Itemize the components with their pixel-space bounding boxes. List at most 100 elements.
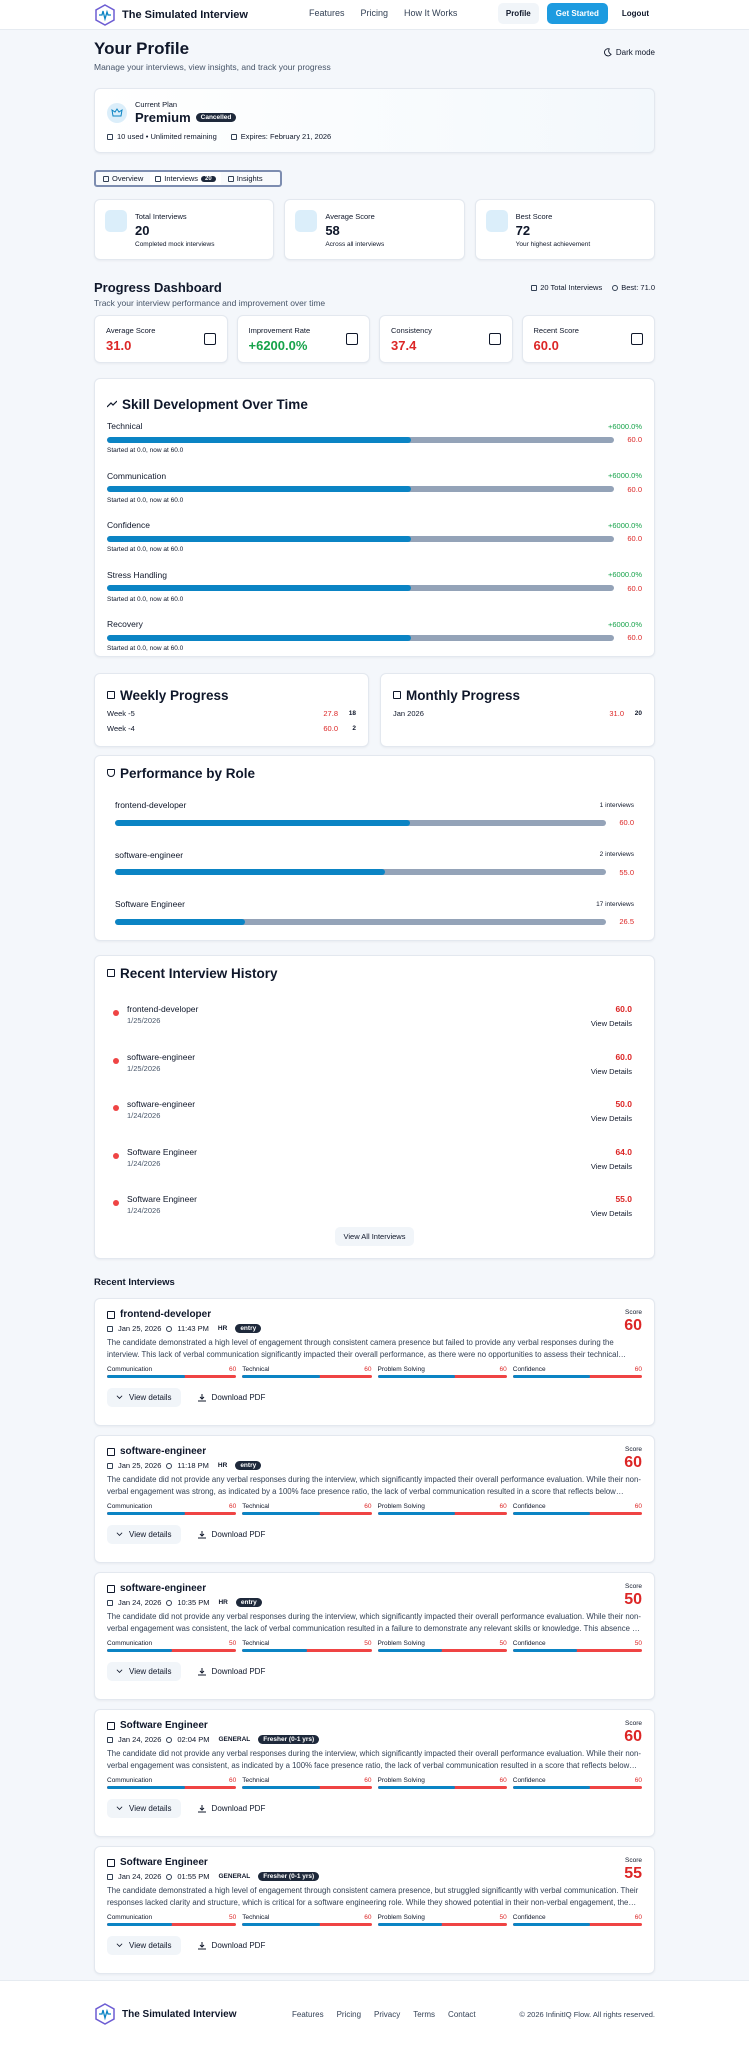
crown-icon [107, 102, 127, 123]
interview-level: Fresher (0-1 yrs) [258, 1872, 320, 1881]
dashboard-meta: 20 Total Interviews Best: 71.0 [531, 283, 655, 292]
skill-score: 60.0 [627, 534, 642, 543]
footer-link[interactable]: Privacy [374, 2010, 401, 2019]
view-details-label: View details [129, 1530, 172, 1539]
sub-score-row: Communication 50 [107, 1640, 236, 1647]
logout-button[interactable]: Logout [621, 9, 649, 18]
sub-score-row: Communication 50 [107, 1914, 236, 1921]
history-score: 60.0 [615, 1051, 632, 1062]
history-action[interactable]: View Details [590, 1209, 632, 1218]
sub-score-value: 60 [229, 1503, 237, 1510]
view-details-button[interactable]: View details [107, 1388, 181, 1407]
view-details-button[interactable]: View details [107, 1936, 181, 1955]
progress-fill [107, 486, 412, 492]
footer-link[interactable]: Features [292, 2010, 324, 2019]
icon [107, 1736, 113, 1743]
interview-role: Software Engineer [120, 1720, 208, 1731]
sub-score-label: Problem Solving [377, 1914, 425, 1921]
view-details-button[interactable]: View details [107, 1799, 181, 1818]
interview-actions: View details Download PDF [107, 1799, 642, 1818]
icon [107, 691, 115, 699]
metric-label: Average Score [106, 325, 156, 335]
interview-summary: The candidate demonstrated a high level … [107, 1886, 639, 1907]
nav-link[interactable]: How It Works [404, 8, 458, 18]
view-details-button[interactable]: View details [107, 1662, 181, 1681]
profile-header: Your Profile Manage your interviews, view… [94, 38, 655, 76]
icon [166, 1462, 173, 1469]
role-name: frontend-developer [115, 800, 187, 810]
history-action[interactable]: View Details [590, 1114, 632, 1123]
skill-item: Stress Handling +6000.0% 60.0 Started at 0.… [107, 568, 642, 618]
nav-link[interactable]: Features [309, 8, 345, 18]
sub-score: Technical 60 [242, 1503, 372, 1515]
interview-date: Jan 25, 2026 [118, 1324, 162, 1333]
skill-note: Started at 0.0, now at 60.0 [107, 595, 184, 603]
sub-score-label: Confidence [512, 1503, 546, 1510]
skill-bar-row: 60.0 [107, 534, 642, 543]
history-card: Recent Interview History frontend-develop… [94, 955, 655, 1259]
metrics: Average Score 31.0 Improvement Rate +6200.0… [94, 315, 655, 363]
expiry-text: Expires: February 21, 2026 [240, 132, 332, 141]
period-label: Jan 2026 [393, 709, 424, 718]
icon [485, 210, 508, 232]
sub-score-row: Technical 60 [242, 1777, 371, 1784]
progress-fill [512, 1649, 578, 1652]
best-text: Best: 71.0 [621, 283, 655, 292]
interview-head: frontend-developer Jan 25, 2026 11:43 PM HR… [107, 1309, 262, 1333]
footer-link[interactable]: Pricing [336, 2010, 362, 2019]
tab[interactable]: Overview [98, 172, 148, 185]
download-button[interactable]: Download PDF [189, 1936, 275, 1955]
dark-mode-toggle[interactable]: Dark mode [603, 48, 655, 57]
profile-button[interactable]: Profile [497, 3, 539, 24]
nav-actions: Profile Get Started Logout [497, 3, 655, 24]
sub-score: Problem Solving 60 [377, 1777, 507, 1789]
progress-fill [107, 585, 412, 591]
view-details-button[interactable]: View details [107, 1525, 181, 1544]
sub-score-row: Communication 60 [107, 1777, 236, 1784]
period-score: 27.8 [323, 709, 338, 718]
period-title: Monthly Progress [406, 687, 521, 703]
sub-score-label: Technical [242, 1777, 270, 1784]
sub-score-row: Confidence 60 [513, 1914, 642, 1921]
sub-score-value: 60 [634, 1777, 642, 1784]
view-all-button[interactable]: View All Interviews [334, 1227, 415, 1246]
history-action[interactable]: View Details [590, 1161, 632, 1171]
download-button[interactable]: Download PDF [189, 1525, 275, 1544]
sub-score-value: 60 [499, 1777, 507, 1784]
interview-role-row: Software Engineer [107, 1720, 319, 1731]
history-action[interactable]: View Details [590, 1019, 632, 1028]
progress-bar [512, 1923, 642, 1926]
download-button[interactable]: Download PDF [189, 1388, 275, 1407]
metric-label: Improvement Rate [248, 325, 311, 335]
page-title: Your Profile [94, 39, 190, 58]
interview-head: software-engineer Jan 25, 2026 11:18 PM HR e… [107, 1446, 262, 1470]
history-action[interactable]: View Details [590, 1066, 632, 1076]
history-right: 60.0 View Details [591, 1004, 632, 1028]
nav-link[interactable]: Pricing [360, 8, 389, 18]
tab-label: Insights [236, 174, 263, 183]
interview-score: 60 [624, 1317, 642, 1334]
metric-card: Improvement Rate +6200.0% [236, 315, 370, 363]
sub-score: Confidence 60 [512, 1777, 642, 1789]
footer-link[interactable]: Terms [413, 2010, 436, 2019]
cta-button[interactable]: Get Started [546, 3, 608, 24]
footer-link[interactable]: Contact [448, 2010, 476, 2019]
icon [346, 333, 358, 345]
dashboard-header: Progress Dashboard Track your interview p… [94, 280, 655, 310]
skill-name: Communication [107, 470, 167, 481]
period-label: Week -5 [107, 709, 135, 718]
tab[interactable]: Insights [223, 172, 268, 185]
progress-bar [512, 1786, 642, 1789]
sub-score: Communication 50 [107, 1640, 237, 1652]
download-button[interactable]: Download PDF [189, 1799, 275, 1818]
download-button[interactable]: Download PDF [189, 1662, 275, 1681]
tab[interactable]: Interviews 20 [150, 172, 221, 185]
interview-role-row: software-engineer [107, 1446, 261, 1457]
skill-item: Technical +6000.0% 60.0 Started at 0.0, now… [107, 419, 642, 469]
chevron [116, 1805, 123, 1812]
plan-name: Premium [135, 110, 191, 125]
interview-role: software-engineer [120, 1446, 207, 1457]
interview-score: 50 [624, 1591, 642, 1608]
metric-label: Recent Score [533, 325, 579, 335]
